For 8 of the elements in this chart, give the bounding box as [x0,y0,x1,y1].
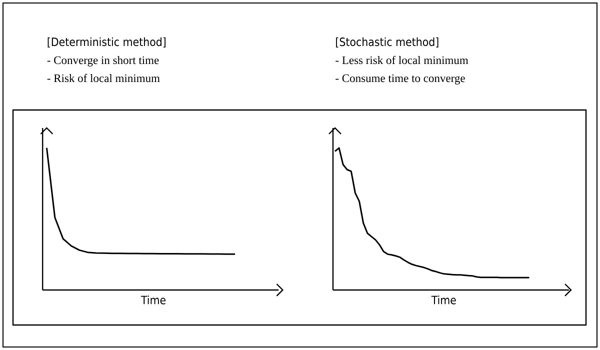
chart-title: [Stochastic method] [336,37,438,48]
text: - Less risk of local minimum [336,56,468,64]
chart-title: [Deterministic method] [48,37,166,48]
text: - Consume time to converge [336,74,465,84]
text: - Converge in short time [47,56,159,66]
x-axis-title: Time [431,296,456,304]
text: - Risk of local minimum [47,74,160,82]
x-axis-title: Time [140,296,166,304]
